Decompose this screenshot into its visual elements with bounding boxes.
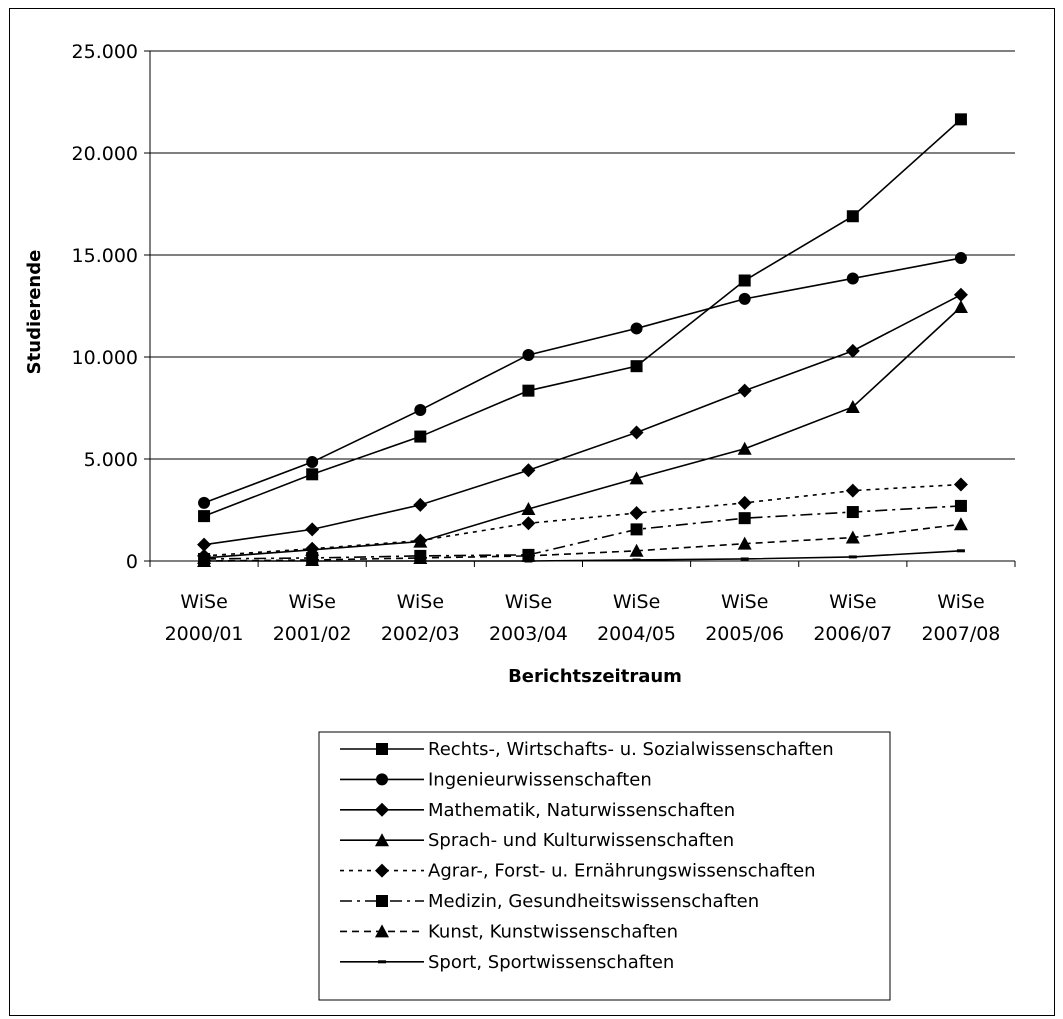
x-tick-label: WiSe 2005/06 [705,591,784,645]
legend-marker [375,802,389,817]
data-point [845,483,860,498]
data-point [413,534,428,548]
data-point [629,471,644,485]
legend-label: Kunst, Kunstwissenschaften [428,921,678,942]
data-point [737,383,752,398]
legend-label: Sprach- und Kulturwissenschaften [428,830,734,851]
x-tick-label: WiSe 2001/02 [273,591,352,645]
data-point [414,549,427,562]
data-point [630,523,643,536]
data-point [737,536,752,550]
legend-marker [378,960,386,964]
data-point [414,404,427,417]
data-point [953,300,968,314]
legend-marker [376,773,388,786]
legend-label: Sport, Sportwissenschaften [428,952,674,973]
data-point [630,360,643,373]
data-point [306,468,319,481]
data-point [198,510,211,523]
series-line [204,550,961,562]
series-lines [197,113,968,567]
data-point [629,425,644,440]
data-point [629,543,644,557]
legend-marker [375,924,389,938]
y-tick-label: 0 [126,551,138,573]
y-tick-label: 15.000 [72,245,138,267]
series-line [204,483,961,557]
y-tick-label: 10.000 [72,347,138,369]
data-point [522,384,535,397]
data-point [954,113,967,126]
legend-label: Agrar-, Forst- u. Ernährungswissenschaft… [428,861,816,882]
x-tick-label: WiSe 2003/04 [489,591,568,645]
data-point [740,557,749,561]
legend: Rechts-, Wirtschafts- u. Sozialwissensch… [318,731,891,1001]
y-tick-label: 20.000 [72,143,138,165]
data-point [954,252,967,265]
data-point [845,530,860,544]
data-point [632,558,641,562]
data-point [629,506,644,521]
series-line [204,306,962,559]
data-point [846,272,859,285]
data-point [738,292,751,305]
x-tick-label: WiSe 2004/05 [597,591,676,645]
legend-label: Rechts-, Wirtschafts- u. Sozialwissensch… [428,739,834,760]
legend-label: Medizin, Gesundheitswissenschaften [428,891,759,912]
x-tick-label: WiSe 2007/08 [921,591,1000,645]
legend-marker [376,895,388,907]
data-point [521,463,536,478]
gridlines [150,50,1015,460]
y-axis-title: Studierende [24,250,45,375]
data-point [197,537,212,552]
data-point [956,549,965,553]
data-point [630,322,643,335]
data-point [306,456,319,469]
data-point [738,274,751,287]
x-tick-label: WiSe 2002/03 [381,591,460,645]
data-point [737,495,752,510]
legend-marker [375,863,389,878]
data-point [198,496,211,509]
data-point [848,555,857,559]
data-point [846,210,859,223]
data-point [414,430,427,443]
data-point [953,287,968,302]
legend-label: Ingenieurwissenschaften [428,769,652,790]
data-point [954,499,967,512]
x-tick-labels: WiSe 2000/01 WiSe 2001/02 WiSe 2002/03 WiSe 200… [165,591,1001,645]
data-point [738,512,751,525]
data-point [522,548,535,561]
series-line [203,294,962,546]
x-tick-label: WiSe 2000/01 [165,591,244,645]
series-line [204,505,961,560]
data-point [953,477,968,492]
data-point [845,343,860,358]
data-point [521,516,536,531]
data-point [846,506,859,519]
data-point [305,542,320,556]
data-point [953,517,968,531]
data-point [845,399,860,413]
x-tick-label: WiSe 2006/07 [813,591,892,645]
data-point [305,522,320,537]
series-line [203,118,962,517]
x-axis-title: Berichtszeitraum [508,666,682,687]
data-point [197,550,212,564]
legend-label: Mathematik, Naturwissenschaften [428,800,735,821]
y-tick-labels: 0 5.000 10.000 15.000 20.000 25.000 [72,41,138,573]
data-point [737,441,752,455]
series-line [203,257,962,504]
y-tick-label: 5.000 [84,449,138,471]
data-point [521,501,536,515]
legend-marker [375,833,389,847]
data-point [522,348,535,361]
legend-marker [376,743,388,755]
data-point [413,497,428,512]
legend-box [318,731,891,1001]
y-tick-label: 25.000 [72,41,138,63]
series-line [204,523,962,562]
